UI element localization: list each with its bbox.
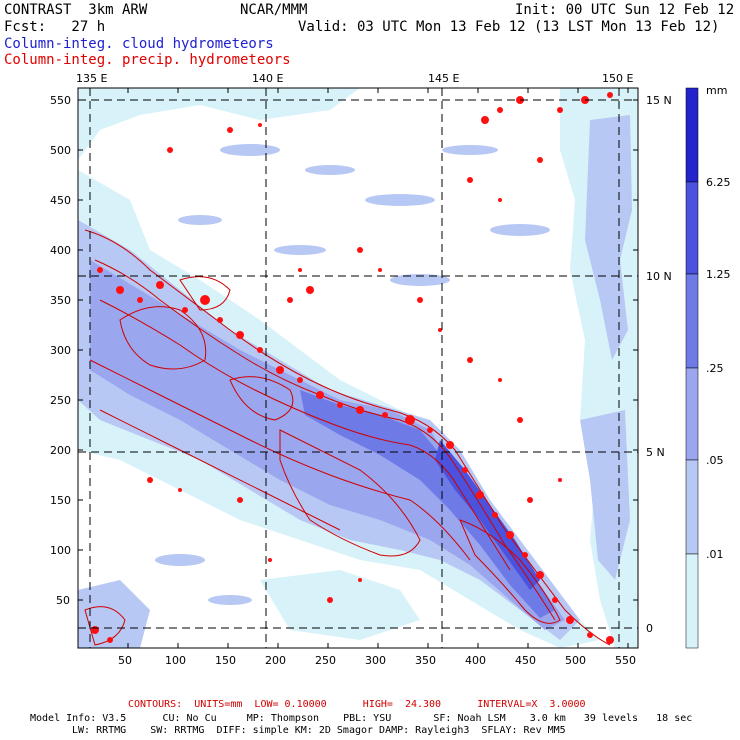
- lat-label-0: 0: [646, 622, 653, 635]
- x-tick-label: 550: [615, 654, 636, 667]
- cloud-shading-east-mid: [585, 115, 632, 360]
- lat-label-5n: 5 N: [646, 446, 665, 459]
- lon-label-145e: 145 E: [428, 72, 459, 85]
- colorbar-label-625: 6.25: [706, 176, 731, 189]
- y-tick-label: 50: [56, 594, 70, 607]
- lon-label-150e: 150 E: [602, 72, 633, 85]
- x-tick-label: 200: [265, 654, 286, 667]
- lat-lon-grid: [78, 88, 638, 648]
- model-info-line1: Model Info: V3.5 CU: No Cu MP: Thompson …: [30, 713, 693, 724]
- y-tick-label: 150: [50, 494, 71, 507]
- colorbar-swatch-125: [685, 273, 699, 369]
- precip-cells: [91, 92, 614, 644]
- colorbar-swatch-025: [685, 367, 699, 461]
- colorbar-label-005: .05: [706, 454, 724, 467]
- colorbar-swatch-001: [685, 553, 699, 649]
- colorbar: mm 6.25 1.25 .25 .05 .01: [685, 84, 731, 649]
- lon-label-135e: 135 E: [76, 72, 107, 85]
- cloud-shading-north-patches: [155, 144, 550, 605]
- colorbar-label-001: .01: [706, 548, 724, 561]
- cloud-shading-south: [260, 570, 420, 640]
- x-tick-label: 400: [465, 654, 486, 667]
- x-ticks: [77, 88, 629, 648]
- precip-field-label: Column-integ. precip. hydrometeors: [4, 52, 291, 68]
- y-tick-label: 500: [50, 144, 71, 157]
- plot-frame: [77, 87, 639, 649]
- colorbar-swatch-005: [685, 459, 699, 555]
- colorbar-swatch-max: [685, 87, 699, 183]
- x-tick-label: 300: [365, 654, 386, 667]
- colorbar-label-025: .25: [706, 362, 724, 375]
- x-tick-label: 100: [165, 654, 186, 667]
- cloud-shading-northwest: [78, 88, 360, 160]
- x-tick-label: 350: [415, 654, 436, 667]
- x-tick-labels: 50 100 150 200 250 300 350 400 450 500 5…: [118, 654, 636, 667]
- y-tick-labels: 550 500 450 400 350 300 250 200 150 100 …: [50, 94, 71, 607]
- y-ticks: [78, 99, 638, 601]
- x-tick-label: 500: [565, 654, 586, 667]
- y-tick-label: 550: [50, 94, 71, 107]
- y-tick-label: 450: [50, 194, 71, 207]
- x-tick-label: 250: [315, 654, 336, 667]
- contours-info: CONTOURS: UNITS=mm LOW= 0.10000 HIGH= 24…: [128, 699, 586, 710]
- colorbar-label-125: 1.25: [706, 268, 731, 281]
- y-tick-label: 350: [50, 294, 71, 307]
- cloud-shading-band-core: [90, 260, 565, 630]
- y-tick-label: 400: [50, 244, 71, 257]
- y-tick-label: 250: [50, 394, 71, 407]
- cloud-shading-band-peak: [435, 440, 540, 590]
- y-tick-label: 200: [50, 444, 71, 457]
- valid-time: Valid: 03 UTC Mon 13 Feb 12 (13 LST Mon …: [298, 19, 720, 35]
- x-tick-label: 50: [118, 654, 132, 667]
- init-time: Init: 00 UTC Sun 12 Feb 12: [515, 2, 735, 18]
- model-title: CONTRAST 3km ARW: [4, 2, 148, 18]
- colorbar-swatch-625: [685, 181, 699, 275]
- cloud-shading-band-intense: [300, 390, 555, 618]
- x-tick-label: 450: [515, 654, 536, 667]
- lat-label-10n: 10 N: [646, 270, 672, 283]
- lat-label-15n: 15 N: [646, 94, 672, 107]
- y-tick-label: 300: [50, 344, 71, 357]
- y-tick-label: 100: [50, 544, 71, 557]
- cloud-field-label: Column-integ. cloud hydrometeors: [4, 36, 274, 52]
- colorbar-unit: mm: [706, 84, 727, 97]
- forecast-hour: Fcst: 27 h: [4, 19, 106, 35]
- org-label: NCAR/MMM: [240, 2, 308, 18]
- plot-area: [78, 88, 638, 648]
- x-tick-label: 150: [215, 654, 236, 667]
- model-info-line2: LW: RRTMG SW: RRTMG DIFF: simple KM: 2D …: [72, 725, 566, 736]
- lon-label-140e: 140 E: [252, 72, 283, 85]
